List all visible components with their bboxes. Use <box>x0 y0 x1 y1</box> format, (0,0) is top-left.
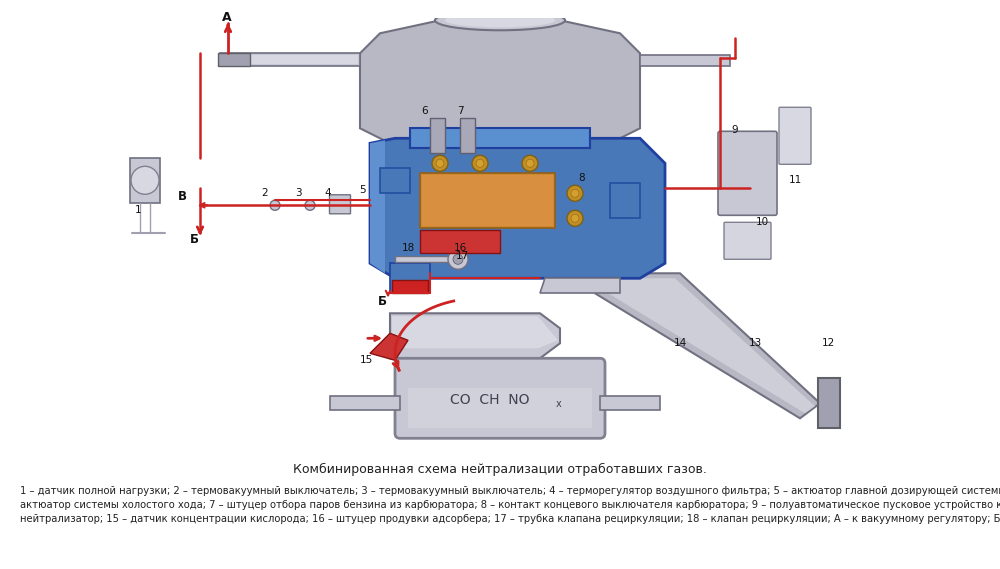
Polygon shape <box>540 278 620 293</box>
Circle shape <box>526 159 534 167</box>
Polygon shape <box>392 316 558 348</box>
Circle shape <box>476 159 484 167</box>
Polygon shape <box>130 158 160 203</box>
Polygon shape <box>600 396 660 410</box>
Text: Б: Б <box>190 233 199 246</box>
Polygon shape <box>395 256 450 262</box>
Polygon shape <box>430 118 445 153</box>
Polygon shape <box>600 278 815 413</box>
Polygon shape <box>390 314 560 358</box>
Circle shape <box>571 189 579 197</box>
Polygon shape <box>392 281 428 293</box>
Text: 14: 14 <box>673 339 687 348</box>
Polygon shape <box>380 168 410 193</box>
Circle shape <box>522 155 538 171</box>
Polygon shape <box>422 175 553 226</box>
Polygon shape <box>595 273 820 418</box>
Polygon shape <box>370 141 385 273</box>
Polygon shape <box>370 138 665 278</box>
Polygon shape <box>220 55 358 64</box>
Text: 7: 7 <box>457 106 463 116</box>
Text: 6: 6 <box>422 106 428 116</box>
Polygon shape <box>420 174 555 228</box>
FancyBboxPatch shape <box>718 131 777 215</box>
Text: Б: Б <box>378 295 387 308</box>
Circle shape <box>571 215 579 222</box>
Polygon shape <box>220 53 360 67</box>
Text: 17: 17 <box>455 251 469 261</box>
Polygon shape <box>420 230 500 253</box>
Polygon shape <box>218 53 250 67</box>
Polygon shape <box>360 20 640 149</box>
FancyBboxPatch shape <box>330 195 351 214</box>
Polygon shape <box>460 118 475 153</box>
Text: В: В <box>178 190 187 203</box>
Text: 9: 9 <box>732 125 738 135</box>
Circle shape <box>432 155 448 171</box>
Polygon shape <box>818 378 840 428</box>
Circle shape <box>131 166 159 194</box>
Text: А: А <box>222 11 232 24</box>
Circle shape <box>453 254 463 264</box>
Circle shape <box>567 211 583 226</box>
Text: 3: 3 <box>295 188 301 198</box>
Text: 11: 11 <box>788 175 802 185</box>
Text: 8: 8 <box>579 174 585 183</box>
Text: CO  CH  NO: CO CH NO <box>450 393 530 407</box>
FancyBboxPatch shape <box>724 222 771 259</box>
Text: 18: 18 <box>401 244 415 253</box>
Text: 15: 15 <box>359 355 373 365</box>
Text: 13: 13 <box>748 339 762 348</box>
Text: 10: 10 <box>755 217 769 227</box>
Text: 2: 2 <box>262 188 268 198</box>
Ellipse shape <box>435 10 565 30</box>
Ellipse shape <box>445 13 555 27</box>
Circle shape <box>472 155 488 171</box>
Circle shape <box>436 159 444 167</box>
Polygon shape <box>390 263 430 293</box>
Polygon shape <box>408 388 592 428</box>
Circle shape <box>305 200 315 211</box>
Polygon shape <box>370 333 408 360</box>
Text: x: x <box>556 399 562 409</box>
Polygon shape <box>640 55 730 67</box>
Polygon shape <box>410 128 590 149</box>
FancyBboxPatch shape <box>395 358 605 438</box>
Polygon shape <box>610 183 640 218</box>
Circle shape <box>567 185 583 201</box>
Text: 5: 5 <box>359 185 365 195</box>
Text: Комбинированная схема нейтрализации отработавших газов.: Комбинированная схема нейтрализации отра… <box>293 463 707 476</box>
Text: 16: 16 <box>453 244 467 253</box>
Text: 12: 12 <box>821 339 835 348</box>
Text: 1: 1 <box>135 205 141 215</box>
Circle shape <box>335 200 345 211</box>
Circle shape <box>270 200 280 211</box>
Text: 4: 4 <box>325 188 331 198</box>
Polygon shape <box>330 396 400 410</box>
Text: 1 – датчик полной нагрузки; 2 – термовакуумный выключатель; 3 – термовакуумный в: 1 – датчик полной нагрузки; 2 – термовак… <box>20 486 1000 525</box>
FancyBboxPatch shape <box>779 108 811 164</box>
Circle shape <box>448 249 468 269</box>
